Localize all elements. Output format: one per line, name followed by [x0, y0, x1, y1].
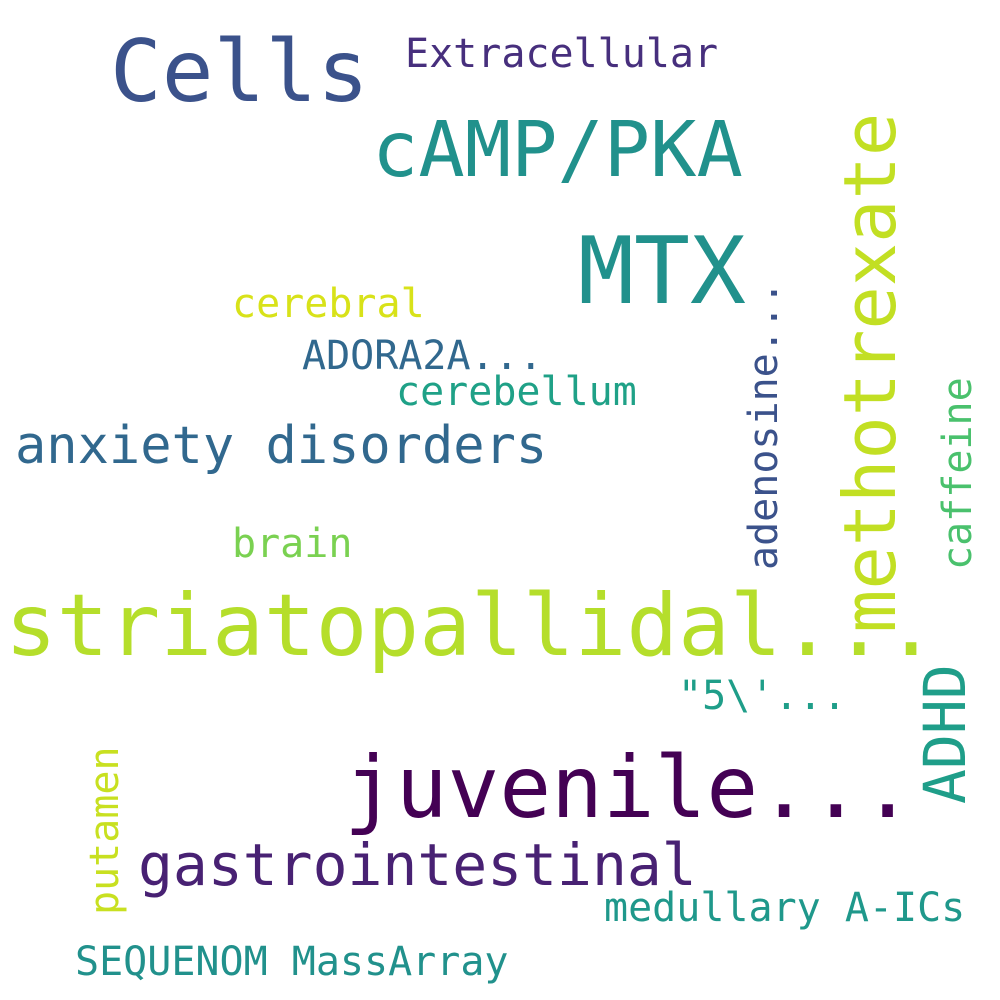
word-putamen: putamen [82, 746, 128, 915]
word-sequenom-massarray: SEQUENOM MassArray [75, 939, 509, 985]
word-caffeine: caffeine [935, 377, 981, 570]
word-cerebral: cerebral [232, 281, 425, 327]
word-anxiety-disorders: anxiety disorders [15, 416, 548, 476]
word-cerebellum: cerebellum [396, 369, 637, 415]
word-cells: Cells [110, 22, 369, 122]
word-brain: brain [232, 521, 353, 567]
word-adenosine: adenosine... [741, 281, 787, 570]
word-five-prime: "5\'... [678, 673, 847, 719]
word-adora2a: ADORA2A... [302, 333, 543, 379]
word-striatopallidal: striatopallidal... [5, 576, 937, 676]
word-extracellular: Extracellular [405, 31, 719, 77]
word-adhd: ADHD [911, 664, 979, 804]
word-medullary-a-ics: medullary A-ICs [604, 885, 966, 931]
word-methotrexate: methotrexate [828, 112, 912, 633]
word-gastrointestinal: gastrointestinal [138, 831, 697, 899]
word-camp-pka: cAMP/PKA [372, 106, 743, 195]
word-mtx: MTX [578, 217, 746, 325]
word-juvenile: juvenile... [344, 738, 914, 838]
